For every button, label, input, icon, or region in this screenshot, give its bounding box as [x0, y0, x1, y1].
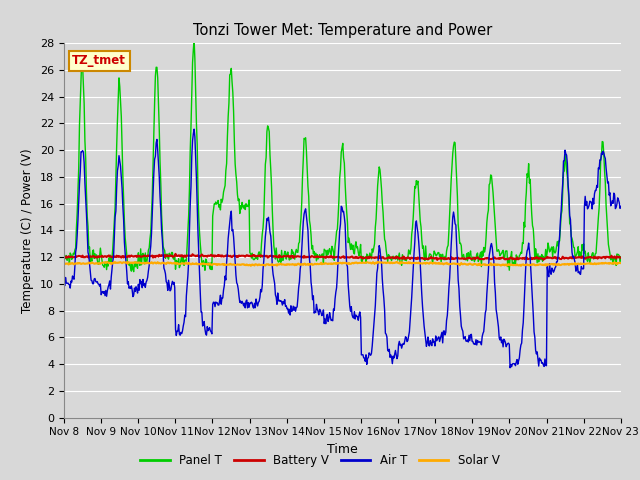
Battery V [428, 254, 435, 260]
Solar V [411, 260, 419, 266]
Panel T [428, 255, 436, 261]
Battery V [60, 256, 68, 262]
Panel T [185, 212, 193, 218]
Line: Solar V: Solar V [64, 262, 621, 266]
Air T [60, 280, 68, 286]
Panel T [412, 185, 419, 191]
Panel T [617, 254, 625, 260]
Line: Battery V: Battery V [64, 254, 621, 260]
Battery V [411, 255, 419, 261]
Solar V [184, 261, 192, 267]
Air T [214, 302, 222, 308]
Solar V [428, 260, 435, 265]
Air T [190, 126, 198, 132]
X-axis label: Time: Time [327, 443, 358, 456]
Title: Tonzi Tower Met: Temperature and Power: Tonzi Tower Met: Temperature and Power [193, 23, 492, 38]
Panel T [130, 269, 138, 275]
Solar V [214, 262, 221, 268]
Panel T [127, 268, 135, 274]
Panel T [190, 37, 198, 43]
Air T [411, 239, 419, 245]
Battery V [214, 252, 222, 258]
Panel T [60, 248, 68, 253]
Air T [127, 283, 135, 289]
Legend: Panel T, Battery V, Air T, Solar V: Panel T, Battery V, Air T, Solar V [136, 449, 504, 472]
Panel T [215, 204, 223, 210]
Solar V [617, 260, 625, 266]
Solar V [517, 263, 525, 269]
Battery V [185, 253, 193, 259]
Air T [428, 341, 435, 347]
Solar V [70, 262, 78, 267]
Line: Air T: Air T [64, 129, 621, 368]
Battery V [433, 257, 441, 263]
Solar V [60, 261, 68, 266]
Battery V [617, 255, 625, 261]
Panel T [70, 252, 78, 257]
Line: Panel T: Panel T [64, 40, 621, 272]
Air T [70, 276, 78, 282]
Solar V [127, 260, 135, 265]
Text: TZ_tmet: TZ_tmet [72, 54, 126, 67]
Battery V [70, 254, 78, 260]
Air T [506, 365, 514, 371]
Battery V [127, 252, 135, 258]
Air T [184, 272, 192, 278]
Y-axis label: Temperature (C) / Power (V): Temperature (C) / Power (V) [22, 148, 35, 312]
Solar V [374, 259, 381, 264]
Air T [617, 204, 625, 209]
Battery V [172, 251, 179, 257]
